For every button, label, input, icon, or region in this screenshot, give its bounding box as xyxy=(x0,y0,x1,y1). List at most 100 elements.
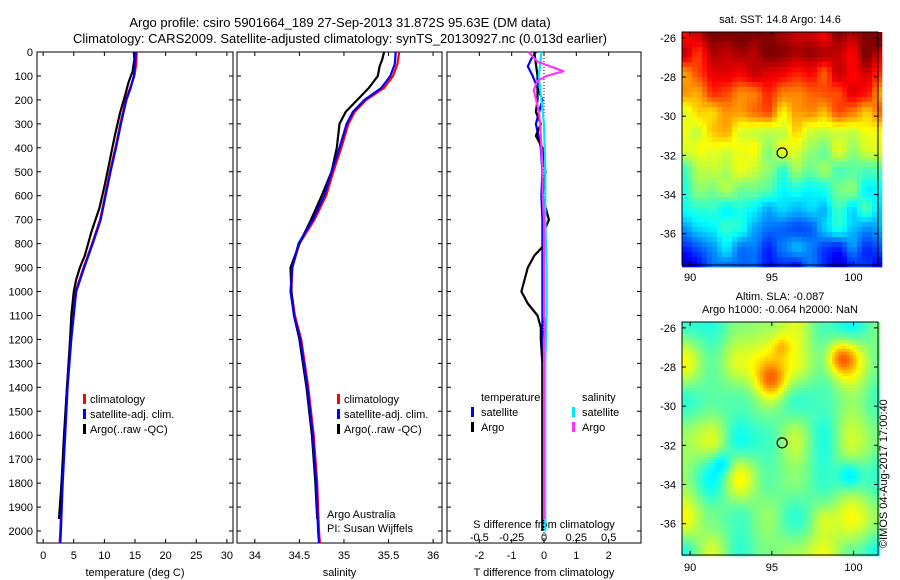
map-cell xyxy=(852,87,858,93)
map-cell xyxy=(762,42,768,48)
legend-label: climatology xyxy=(90,394,146,406)
map-cell xyxy=(727,352,731,356)
map-cell xyxy=(769,400,773,404)
map-cell xyxy=(718,331,722,335)
map-cell xyxy=(877,62,883,68)
map-cell xyxy=(718,442,722,446)
map-cell xyxy=(724,349,728,353)
map-cell xyxy=(832,388,836,392)
map-cell xyxy=(865,337,869,341)
map-cell xyxy=(862,147,868,153)
map-cell xyxy=(733,349,737,353)
map-cell xyxy=(784,355,788,359)
map-cell xyxy=(688,448,692,452)
map-cell xyxy=(796,427,800,431)
map-cell xyxy=(877,222,883,228)
map-cell xyxy=(799,400,803,404)
map-cell xyxy=(706,397,710,401)
map-cell xyxy=(722,237,728,243)
map-cell xyxy=(691,406,695,410)
legend-header-temperature: temperature xyxy=(481,392,540,404)
map-cell xyxy=(827,192,833,198)
map-cell xyxy=(697,448,701,452)
map-cell xyxy=(877,172,883,178)
map-cell xyxy=(691,436,695,440)
map-cell xyxy=(802,349,806,353)
map-cell xyxy=(857,37,863,43)
map-cell xyxy=(874,340,878,344)
map-cell xyxy=(777,37,783,43)
map-cell xyxy=(754,355,758,359)
map-cell xyxy=(742,77,748,83)
map-cell xyxy=(709,364,713,368)
map-cell xyxy=(790,346,794,350)
map-cell xyxy=(692,177,698,183)
map-cell xyxy=(778,367,782,371)
map-cell xyxy=(823,337,827,341)
map-cell xyxy=(691,448,695,452)
map-cell xyxy=(853,427,857,431)
map-cell xyxy=(842,62,848,68)
map-cell xyxy=(757,442,761,446)
map-cell xyxy=(702,172,708,178)
map-cell xyxy=(857,32,863,38)
temperature-axes-box xyxy=(36,51,234,544)
map-cell xyxy=(702,252,708,258)
map-cell xyxy=(827,112,833,118)
map-cell xyxy=(772,340,776,344)
map-cell xyxy=(838,364,842,368)
map-cell xyxy=(727,167,733,173)
map-cell xyxy=(778,343,782,347)
map-cell xyxy=(722,187,728,193)
map-cell xyxy=(808,418,812,422)
map-cell xyxy=(877,409,881,413)
map-cell xyxy=(724,415,728,419)
map-cell xyxy=(762,147,768,153)
map-cell xyxy=(865,361,869,365)
map-cell xyxy=(859,418,863,422)
map-cell xyxy=(688,445,692,449)
map-cell xyxy=(877,47,883,53)
map-cell xyxy=(799,445,803,449)
map-cell xyxy=(844,400,848,404)
map-cell xyxy=(742,343,746,347)
map-cell xyxy=(721,328,725,332)
map-cell xyxy=(817,232,823,238)
map-cell xyxy=(827,62,833,68)
map-cell xyxy=(797,157,803,163)
map-cell xyxy=(790,433,794,437)
map-cell xyxy=(757,400,761,404)
map-cell xyxy=(852,72,858,78)
series-salinity-argo xyxy=(527,51,565,519)
map-cell xyxy=(685,448,689,452)
map-cell xyxy=(862,207,868,213)
map-cell xyxy=(865,439,869,443)
map-cell xyxy=(838,400,842,404)
map-cell xyxy=(790,409,794,413)
map-cell xyxy=(682,197,688,203)
map-cell xyxy=(805,433,809,437)
map-cell xyxy=(687,147,693,153)
map-cell xyxy=(862,152,868,158)
map-cell xyxy=(823,430,827,434)
map-cell xyxy=(832,448,836,452)
map-cell xyxy=(847,102,853,108)
map-cell xyxy=(767,142,773,148)
map-cell xyxy=(724,439,728,443)
map-cell xyxy=(817,47,823,53)
map-cell xyxy=(856,403,860,407)
map-cell xyxy=(850,433,854,437)
map-cell xyxy=(688,379,692,383)
map-cell xyxy=(856,445,860,449)
map-cell xyxy=(712,177,718,183)
map-cell xyxy=(817,192,823,198)
map-cell xyxy=(841,328,845,332)
map-cell xyxy=(772,62,778,68)
map-cell xyxy=(702,242,708,248)
map-cell xyxy=(762,252,768,258)
map-cell xyxy=(697,142,703,148)
map-cell xyxy=(697,72,703,78)
map-cell xyxy=(775,355,779,359)
map-cell xyxy=(703,352,707,356)
map-cell xyxy=(697,217,703,223)
